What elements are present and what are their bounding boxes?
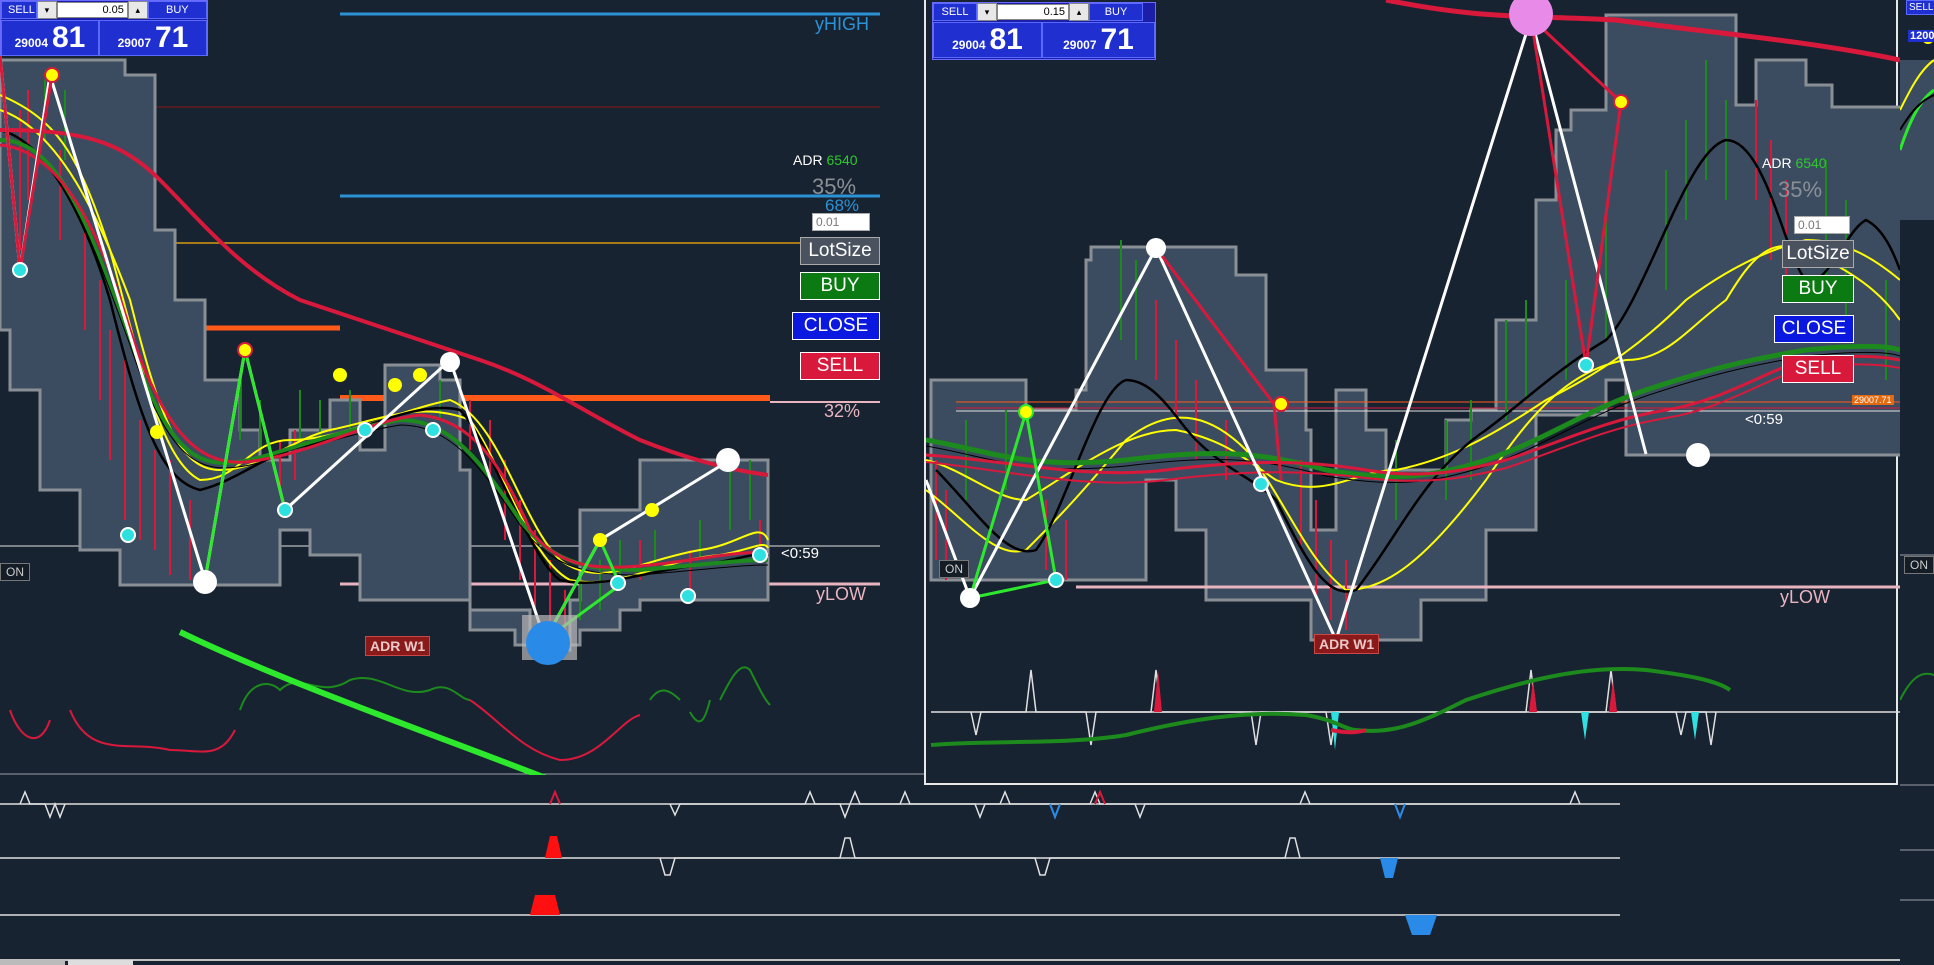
bid-price[interactable]: 29004 81 bbox=[1, 20, 99, 56]
adr-label: ADR 6540 bbox=[793, 152, 858, 168]
sell-button[interactable]: SELL bbox=[1, 1, 37, 19]
price-tag: 29007.71 bbox=[1852, 395, 1894, 405]
bid-price-right[interactable]: 29004 81 bbox=[933, 22, 1043, 58]
on-toggle-button-right[interactable]: ON bbox=[939, 560, 969, 578]
trade-panel-top-row: SELL ▾ 0.05 ▴ BUY bbox=[1, 1, 207, 19]
sell-button-far-right[interactable]: SELL bbox=[1906, 0, 1934, 15]
trade-panel-top-row-right: SELL ▾ 0.15 ▴ BUY bbox=[933, 3, 1155, 21]
bid-price-big: 81 bbox=[52, 21, 86, 54]
sell-order-button[interactable]: SELL bbox=[800, 352, 880, 380]
adr-text: ADR bbox=[793, 152, 823, 168]
left-chart-panel[interactable]: SELL ▾ 0.05 ▴ BUY 29004 81 29007 71 yHIGH … bbox=[0, 0, 924, 775]
on-toggle-button[interactable]: ON bbox=[0, 563, 30, 581]
bid-price-small: 29004 bbox=[14, 36, 48, 50]
adr-text-right: ADR bbox=[1762, 155, 1792, 171]
buy-order-button[interactable]: BUY bbox=[800, 272, 880, 300]
countdown-label: <0:59 bbox=[781, 545, 819, 562]
ask-price-big-right: 71 bbox=[1100, 23, 1134, 56]
on-toggle-button-far-right[interactable]: ON bbox=[1904, 556, 1934, 574]
ask-price[interactable]: 29007 71 bbox=[99, 20, 207, 56]
band-area-right bbox=[929, 13, 1900, 642]
adr-value-right: 6540 bbox=[1795, 155, 1827, 171]
trade-panel-price-row-right: 29004 81 29007 71 bbox=[933, 22, 1155, 58]
buy-button-right[interactable]: BUY bbox=[1089, 3, 1143, 21]
trade-panel-right: SELL ▾ 0.15 ▴ BUY 29004 81 29007 71 bbox=[932, 2, 1156, 60]
sell-button-right[interactable]: SELL bbox=[933, 3, 977, 21]
right-chart-canvas[interactable] bbox=[926, 0, 1900, 785]
yhigh-label: yHIGH bbox=[815, 14, 869, 34]
trade-panel: SELL ▾ 0.05 ▴ BUY 29004 81 29007 71 bbox=[0, 0, 208, 56]
lot-increase-button[interactable]: ▴ bbox=[127, 1, 148, 19]
far-right-chart-panel[interactable]: SELL 1200 ON bbox=[1900, 0, 1934, 965]
buy-order-button-right[interactable]: BUY bbox=[1782, 275, 1854, 303]
far-right-chart-canvas[interactable] bbox=[1900, 0, 1934, 965]
pct-35-label: 35% bbox=[812, 174, 857, 199]
lot-input[interactable]: 0.05 bbox=[56, 2, 128, 18]
lot-decrease-button[interactable]: ▾ bbox=[37, 1, 57, 19]
ask-price-big: 71 bbox=[155, 21, 189, 54]
close-order-button-right[interactable]: CLOSE bbox=[1774, 315, 1854, 343]
ask-price-small: 29007 bbox=[117, 36, 151, 50]
adr-label-right: ADR 6540 bbox=[1762, 155, 1827, 171]
lot-increase-button-right[interactable]: ▴ bbox=[1069, 3, 1089, 21]
pct-35-label-right: 35% bbox=[1778, 177, 1823, 202]
lotsize-button[interactable]: LotSize bbox=[800, 237, 880, 265]
price-far-right: 1200 bbox=[1908, 30, 1934, 42]
close-order-button[interactable]: CLOSE bbox=[792, 312, 880, 340]
buy-button[interactable]: BUY bbox=[147, 1, 207, 19]
pct-68-label: 68% bbox=[825, 196, 860, 215]
adr-w1-label: ADR W1 bbox=[365, 636, 431, 656]
signal-strips bbox=[0, 789, 1934, 965]
countdown-label-right: <0:59 bbox=[1745, 411, 1783, 428]
ylow-label: yLOW bbox=[816, 584, 867, 604]
lotsize-button-right[interactable]: LotSize bbox=[1782, 240, 1854, 268]
adr-value: 6540 bbox=[826, 152, 858, 168]
adr-w1-label-right: ADR W1 bbox=[1314, 634, 1380, 654]
right-chart-panel[interactable]: SELL ▾ 0.15 ▴ BUY 29004 81 29007 71 ADR 65… bbox=[924, 0, 1900, 785]
sell-order-button-right[interactable]: SELL bbox=[1782, 355, 1854, 383]
lot-size-input[interactable]: 0.01 bbox=[812, 213, 870, 231]
lot-size-input-right[interactable]: 0.01 bbox=[1794, 216, 1850, 234]
lot-decrease-button-right[interactable]: ▾ bbox=[977, 3, 997, 21]
ask-price-small-right: 29007 bbox=[1063, 38, 1097, 52]
lot-input-right[interactable]: 0.15 bbox=[997, 4, 1069, 20]
left-chart-canvas[interactable] bbox=[0, 0, 924, 775]
ylow-label-right: yLOW bbox=[1780, 587, 1831, 607]
bid-price-small-right: 29004 bbox=[952, 38, 986, 52]
bid-price-big-right: 81 bbox=[989, 23, 1023, 56]
pct-32-label: 32% bbox=[824, 401, 861, 421]
ask-price-right[interactable]: 29007 71 bbox=[1042, 22, 1155, 58]
trade-panel-price-row: 29004 81 29007 71 bbox=[1, 20, 207, 56]
